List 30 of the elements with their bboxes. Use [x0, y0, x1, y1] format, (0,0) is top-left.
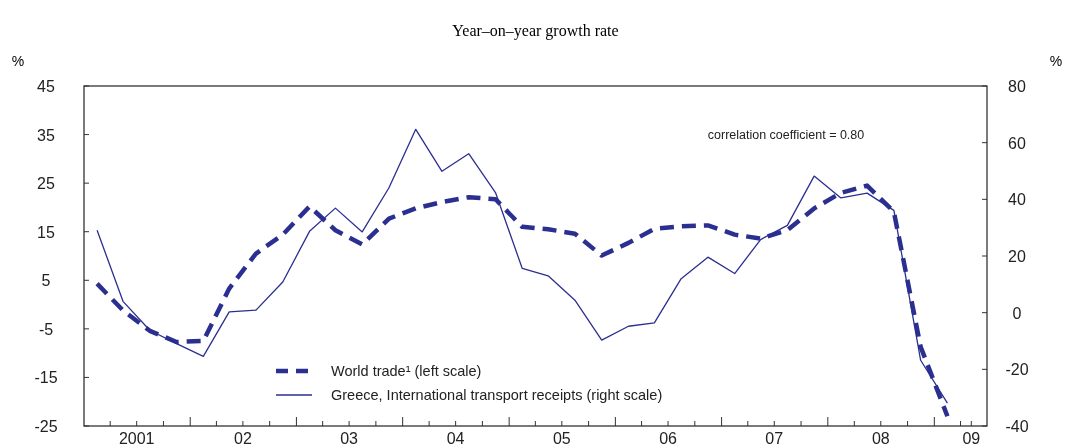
x-tick-label: 08: [871, 430, 890, 447]
y-tick-label: 35: [37, 126, 55, 144]
y-tick-label: 5: [41, 272, 51, 290]
annotation: correlation coefficient = 0.80: [707, 128, 865, 142]
y2-axis-title: %: [1049, 53, 1063, 69]
x-tick-label: 09: [962, 430, 981, 447]
y2-tick-label: 60: [1008, 134, 1026, 152]
x-tick-label: 02: [233, 430, 252, 447]
x-tick-label: 07: [765, 430, 784, 447]
y-tick-label: 45: [37, 78, 55, 95]
y-tick-label: -25: [34, 418, 58, 435]
legend-label: Greece, International transport receipts (right scale): [331, 387, 663, 403]
chart-subtitle: Year–on–year growth rate: [452, 22, 619, 40]
y-tick-label: -5: [38, 320, 54, 338]
y2-tick-label: 20: [1008, 248, 1026, 265]
x-tick-label: 03: [340, 430, 359, 447]
x-tick-label: 2001: [118, 430, 155, 447]
y2-tick-label: -40: [1005, 418, 1029, 435]
y2-tick-label: 40: [1008, 191, 1026, 209]
y2-tick-label: 80: [1008, 78, 1026, 95]
y2-tick-label: -20: [1005, 361, 1029, 379]
x-tick-label: 04: [446, 430, 465, 447]
y2-tick-label: 0: [1012, 304, 1022, 322]
y-tick-label: -15: [34, 369, 58, 387]
y-axis-title: %: [11, 53, 25, 69]
legend-label: World trade¹ (left scale): [331, 363, 482, 379]
x-tick-label: 06: [659, 430, 678, 447]
y-tick-label: 15: [37, 223, 55, 241]
y-tick-label: 25: [37, 175, 55, 193]
x-tick-label: 05: [552, 430, 571, 447]
